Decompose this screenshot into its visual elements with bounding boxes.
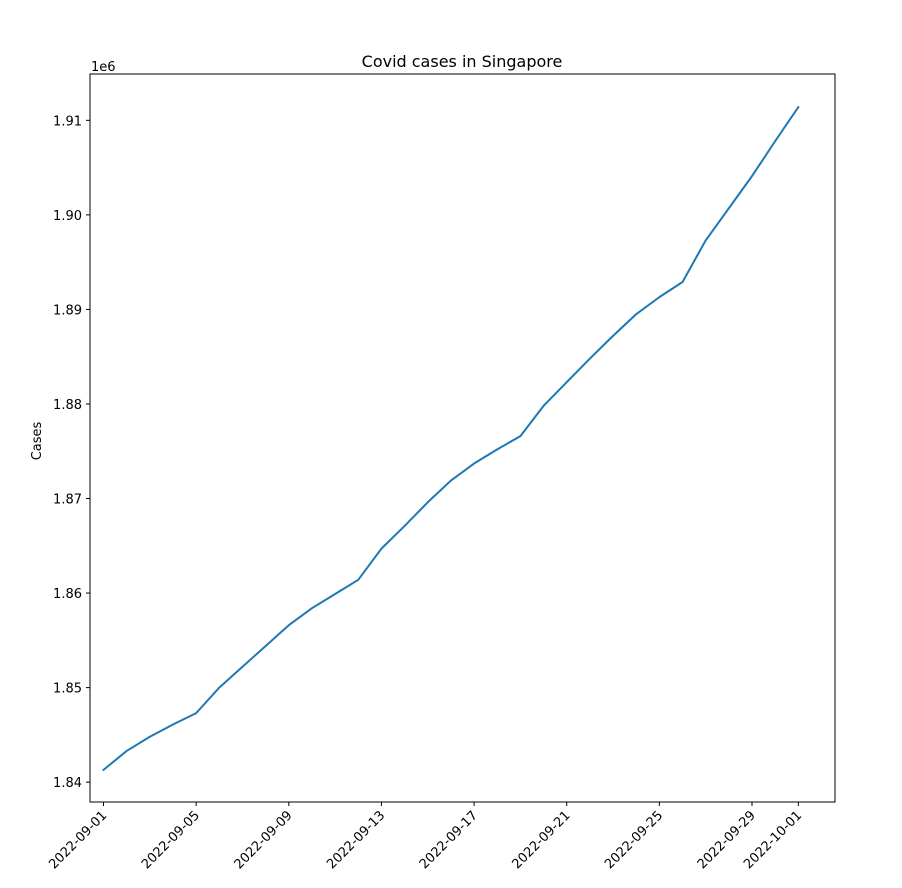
series-line-0 bbox=[102, 105, 800, 772]
y-tick-label: 1.87 bbox=[53, 493, 82, 508]
y-tick-label: 1.91 bbox=[53, 114, 82, 129]
y-axis-label: Cases bbox=[30, 421, 45, 460]
y-axis: 1.84 1.85 1.86 1.87 1.88 1.89 1.90 1.91 bbox=[53, 114, 90, 791]
y-tick-label: 1.85 bbox=[53, 682, 82, 697]
y-tick-label: 1.90 bbox=[53, 209, 82, 224]
axes-frame bbox=[89, 73, 836, 803]
y-tick-label: 1.84 bbox=[53, 776, 82, 791]
y-axis-offset-label: 1e6 bbox=[91, 60, 116, 75]
y-tick-label: 1.86 bbox=[53, 587, 82, 602]
y-tick-label: 1.88 bbox=[53, 398, 82, 413]
y-tick-label: 1.89 bbox=[53, 303, 82, 318]
plot-area bbox=[102, 105, 800, 772]
chart-title: Covid cases in Singapore bbox=[362, 52, 563, 71]
